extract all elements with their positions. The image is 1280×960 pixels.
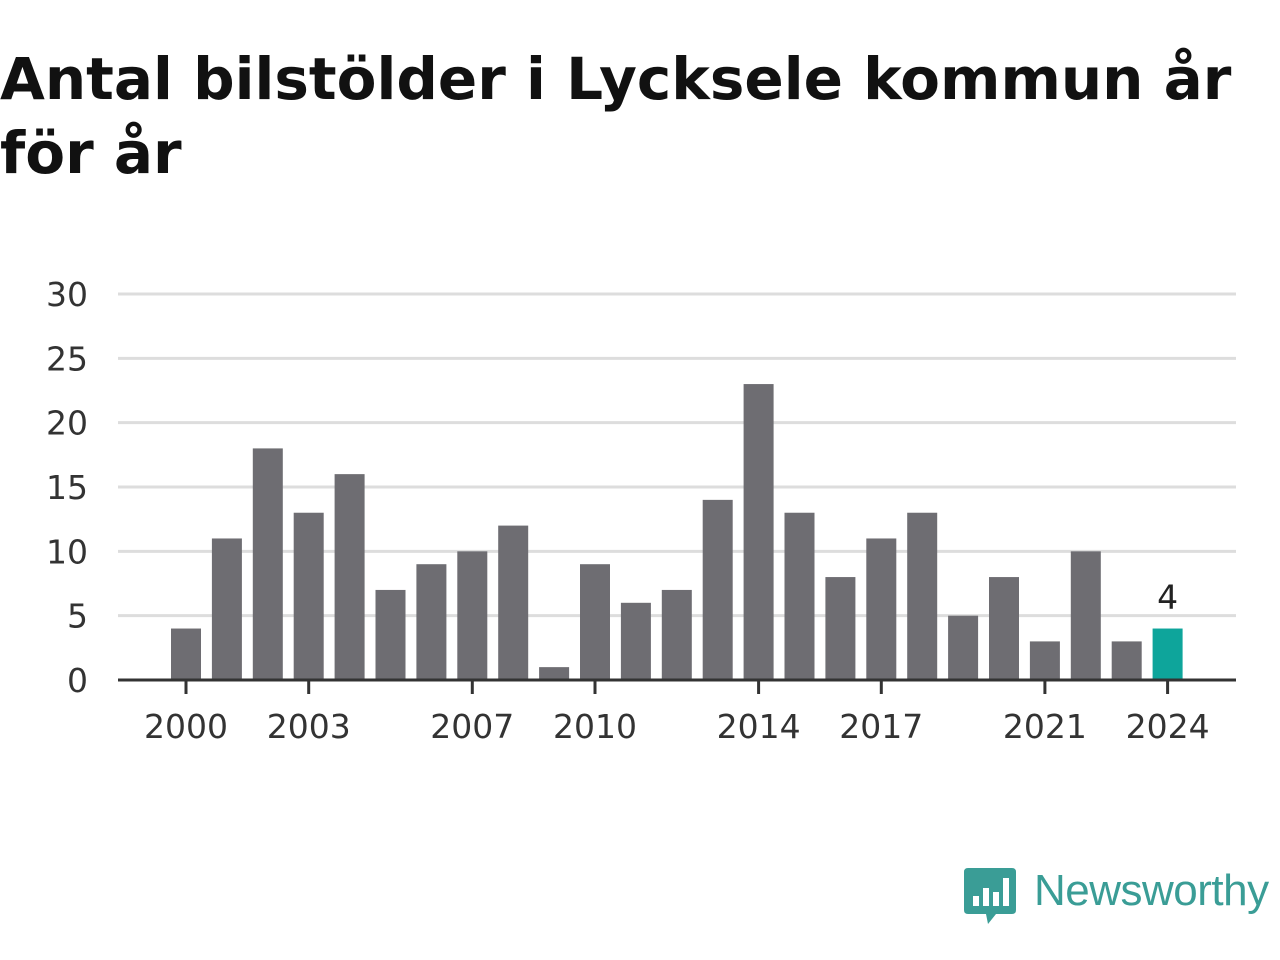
brand-name: Newsworthy — [1034, 866, 1269, 915]
newsworthy-logo: Newsworthy — [964, 864, 1280, 928]
bar-2001 — [211, 538, 242, 680]
y-tick-label: 30 — [46, 275, 88, 314]
bar-2000 — [171, 628, 201, 680]
x-tick-label: 2021 — [1003, 707, 1087, 746]
bar-2011 — [620, 602, 651, 680]
bar-2002 — [252, 448, 283, 680]
bar-2020 — [989, 577, 1019, 680]
bar-2008 — [498, 525, 529, 680]
bar-2019 — [948, 615, 979, 680]
y-tick-label: 10 — [46, 532, 88, 571]
bar-2017 — [866, 538, 897, 680]
bar-2018 — [907, 512, 938, 680]
bar-2003 — [293, 512, 324, 680]
bar-2024 — [1152, 628, 1183, 680]
bar-2021 — [1029, 641, 1060, 680]
y-axis-ticks: 0 5 10 15 20 25 30 — [46, 275, 88, 700]
x-tick-label: 2024 — [1126, 707, 1210, 746]
bar-2013 — [702, 499, 733, 680]
newsworthy-logo-icon — [964, 868, 1016, 924]
x-tick-label: 2003 — [267, 707, 351, 746]
x-axis-ticks: 2000 2003 2007 2010 2014 2017 2021 2024 — [144, 680, 1210, 746]
y-tick-label: 0 — [67, 661, 88, 700]
bar-2006 — [416, 564, 447, 680]
bar-2009 — [539, 667, 570, 680]
x-tick-label: 2017 — [839, 707, 923, 746]
bar-2023 — [1111, 641, 1142, 680]
bar-2005 — [375, 589, 406, 680]
bar-2014 — [743, 384, 774, 680]
x-tick-label: 2007 — [430, 707, 514, 746]
bar-2016 — [825, 577, 856, 680]
bar-2007 — [457, 551, 488, 680]
chart-title: Antal bilstölder i Lycksele kommun år fö… — [0, 45, 1232, 187]
x-tick-label: 2000 — [144, 707, 228, 746]
bar-2012 — [661, 589, 692, 680]
x-tick-label: 2010 — [553, 707, 637, 746]
y-tick-label: 5 — [67, 597, 88, 636]
bars — [171, 384, 1183, 680]
y-tick-label: 25 — [46, 339, 88, 378]
y-tick-label: 15 — [46, 468, 88, 507]
bar-2010 — [580, 564, 610, 680]
gridlines — [118, 292, 1236, 618]
bar-2015 — [784, 512, 815, 680]
x-tick-label: 2014 — [717, 707, 801, 746]
data-labels: 4 — [1157, 578, 1178, 617]
y-tick-label: 20 — [46, 404, 88, 443]
data-label-2024: 4 — [1157, 578, 1178, 617]
bar-2004 — [334, 474, 365, 680]
bar-2022 — [1070, 551, 1101, 680]
